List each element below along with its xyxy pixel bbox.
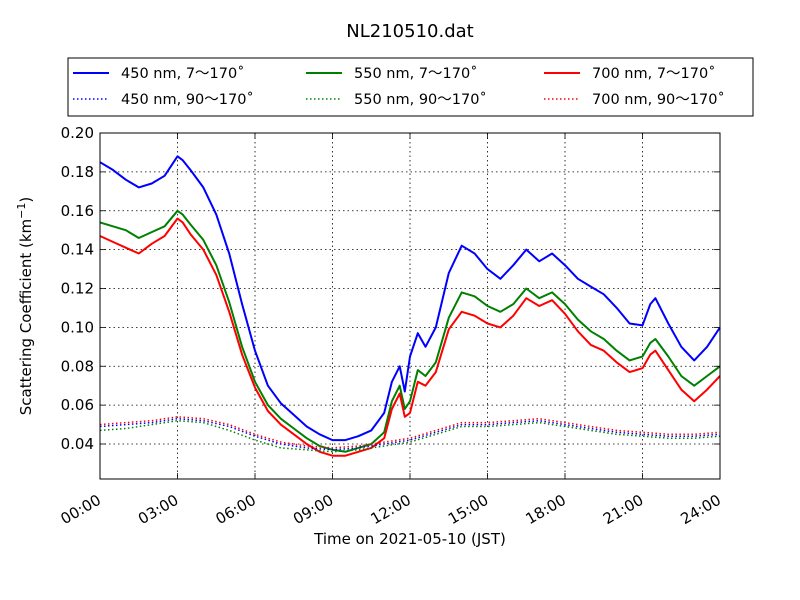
y-tick-label: 0.12 bbox=[61, 280, 94, 298]
series-line-450-nm-90-170- bbox=[99, 417, 721, 451]
chart-title: NL210510.dat bbox=[346, 21, 473, 42]
legend-label: 450 nm, 90～170˚ bbox=[121, 91, 254, 108]
y-tick-label: 0.14 bbox=[61, 241, 94, 259]
legend-label: 450 nm, 7～170˚ bbox=[121, 65, 244, 82]
legend-label: 550 nm, 90～170˚ bbox=[354, 91, 487, 108]
y-tick-label: 0.20 bbox=[61, 124, 94, 142]
series-lines bbox=[99, 155, 721, 457]
series-line-450-nm-7-170- bbox=[99, 155, 721, 442]
axis-ticks bbox=[99, 132, 721, 479]
legend-label: 550 nm, 7～170˚ bbox=[354, 65, 477, 82]
y-axis-label-main: Scattering Coefficient (km bbox=[17, 219, 35, 415]
legend-frame bbox=[67, 57, 754, 117]
y-axis-label-tail: ) bbox=[17, 197, 35, 203]
y-tick-label: 0.16 bbox=[61, 202, 94, 220]
y-tick-label: 0.06 bbox=[61, 396, 94, 414]
y-tick-labels: 0.04 0.06 0.08 0.10 0.12 0.14 0.16 0.18 0.20 bbox=[61, 124, 94, 453]
y-tick-label: 0.18 bbox=[61, 163, 94, 181]
series-line-700-nm-7-170- bbox=[99, 217, 721, 457]
y-tick-label: 0.08 bbox=[61, 357, 94, 375]
y-tick-label: 0.04 bbox=[61, 435, 94, 453]
series-line-550-nm-90-170- bbox=[99, 419, 721, 453]
y-tick-label: 0.10 bbox=[61, 318, 94, 336]
x-axis-label: Time on 2021-05-10 (JST) bbox=[313, 530, 506, 548]
y-axis-label-superscript: −1 bbox=[15, 203, 28, 219]
gridlines bbox=[100, 133, 720, 479]
series-line-700-nm-90-170- bbox=[99, 416, 721, 449]
legend-label: 700 nm, 7～170˚ bbox=[592, 65, 715, 82]
legend: 450 nm, 7～170˚ 550 nm, 7～170˚ 700 nm, 7～17… bbox=[67, 57, 754, 117]
series-line-550-nm-7-170- bbox=[99, 209, 721, 453]
legend-label: 700 nm, 90～170˚ bbox=[592, 91, 725, 108]
y-axis-label: Scattering Coefficient (km−1) bbox=[15, 197, 35, 416]
